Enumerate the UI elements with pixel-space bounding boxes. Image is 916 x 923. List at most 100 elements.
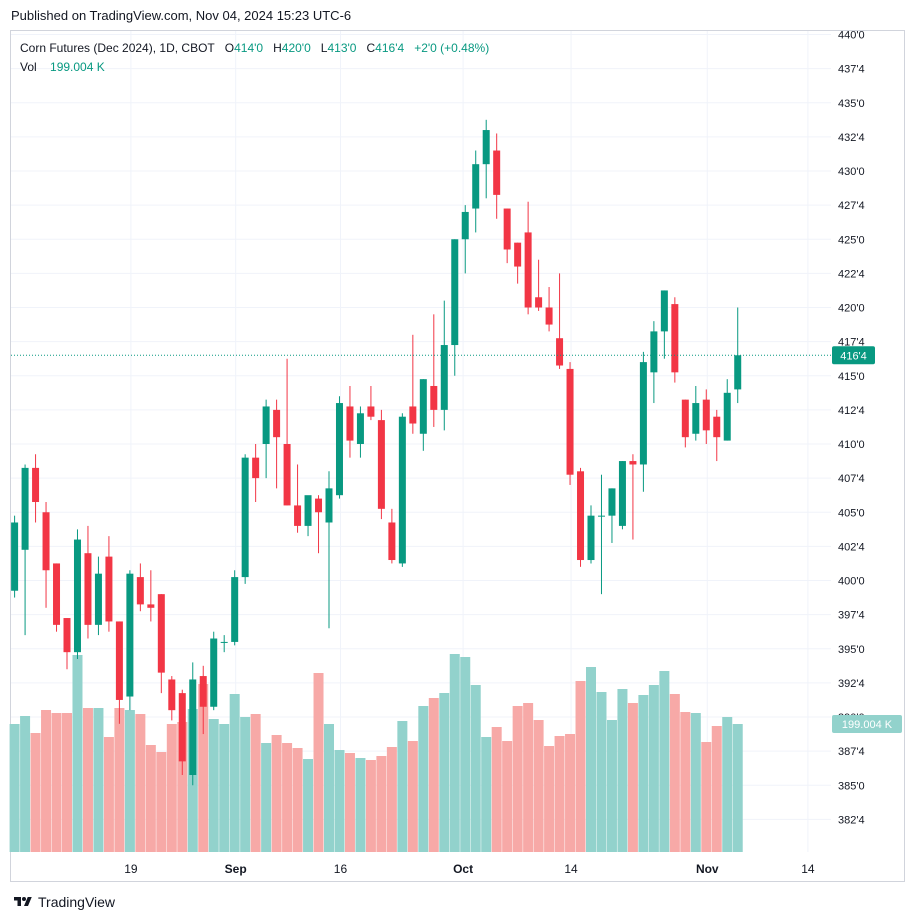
candle-body <box>283 444 291 506</box>
footer-brand-text: TradingView <box>38 894 116 910</box>
candle-body <box>723 392 731 441</box>
candle-body <box>472 164 480 209</box>
volume-bar <box>240 717 251 852</box>
volume-bar <box>271 735 282 852</box>
candle-body <box>73 539 81 653</box>
y-tick-label: 422'4 <box>838 268 865 280</box>
candle-body <box>105 556 113 622</box>
candle-body <box>629 461 637 465</box>
volume-bar <box>124 710 135 852</box>
volume-bar <box>62 713 72 852</box>
candle-body <box>692 403 700 434</box>
candle-body <box>189 679 197 776</box>
volume-bar <box>627 703 638 852</box>
x-tick-label: Nov <box>696 862 719 876</box>
legend-symbol: Corn Futures (Dec 2024), 1D, CBOT <box>20 41 215 55</box>
volume-bar <box>344 753 355 852</box>
candle-body <box>367 406 375 417</box>
candle-body <box>566 368 574 475</box>
candle-body <box>53 563 61 625</box>
volume-bar <box>407 741 418 852</box>
volume-bar <box>103 737 114 852</box>
last-volume-label: 199.004 K <box>842 719 893 731</box>
last-volume-badge <box>832 715 902 733</box>
volume-bar <box>565 734 576 852</box>
tradingview-logo-icon <box>14 897 32 906</box>
candle-body <box>84 553 92 625</box>
y-tick-label: 430'0 <box>838 166 865 178</box>
y-tick-label: 415'0 <box>838 371 865 383</box>
y-tick-label: 392'4 <box>838 678 865 690</box>
footer-brand[interactable]: TradingView <box>12 894 115 910</box>
volume-bar <box>219 724 230 852</box>
volume-bar <box>198 684 209 852</box>
x-tick-label: Oct <box>453 862 473 876</box>
chart-frame <box>10 30 905 882</box>
x-tick-label: 16 <box>334 862 348 876</box>
candle-body <box>346 406 354 441</box>
candle-body <box>545 307 553 325</box>
y-tick-label: 437'4 <box>838 64 865 76</box>
legend-ohlc-row: Corn Futures (Dec 2024), 1D, CBOT O414'0… <box>20 39 489 58</box>
volume-bar <box>20 716 31 852</box>
candle-body <box>377 420 385 509</box>
candle-body <box>430 385 438 410</box>
volume-bar <box>229 694 240 852</box>
price-axis[interactable]: 440'0 437'4 435'0 432'4 430'0 427'4 425'0 422'4… <box>838 30 865 827</box>
candle-body <box>556 338 564 366</box>
y-tick-label: 427'4 <box>838 200 865 212</box>
volume-bar <box>638 695 649 852</box>
volume-bar <box>544 746 555 852</box>
legend-close-value: 416'4 <box>375 41 405 55</box>
y-tick-label: 435'0 <box>838 98 865 110</box>
candle-body <box>639 362 647 465</box>
volume-bar <box>282 743 293 852</box>
published-caption: Published on TradingView.com, Nov 04, 20… <box>11 8 352 23</box>
volume-bar <box>512 706 523 852</box>
legend-high-value: 420'0 <box>281 41 311 55</box>
candle-body <box>535 297 543 308</box>
candle-body <box>94 573 102 625</box>
candle-body <box>262 406 270 444</box>
candle-body <box>21 467 29 550</box>
x-tick-label: Sep <box>225 862 247 876</box>
candle-body <box>168 679 176 711</box>
volume-bar <box>30 733 41 852</box>
candle-body <box>157 594 165 673</box>
legend-volume-row: Vol 199.004 K <box>20 58 489 77</box>
candle-body <box>315 498 323 513</box>
candle-body <box>734 355 742 390</box>
y-tick-label: 412'4 <box>838 405 865 417</box>
candle-body <box>115 621 123 700</box>
volume-bar <box>41 710 52 852</box>
y-tick-label: 425'0 <box>838 234 865 246</box>
volume-bar <box>732 724 743 852</box>
candle-body <box>440 345 448 410</box>
volume-bar <box>313 673 324 852</box>
candle-body <box>42 512 50 571</box>
y-tick-label: 387'4 <box>838 746 865 758</box>
time-axis[interactable]: 19 Sep 16 Oct 14 Nov 14 <box>124 862 815 876</box>
candle-body <box>294 505 302 526</box>
x-tick-label: 14 <box>564 862 578 876</box>
volume-bar <box>145 745 156 852</box>
volume-bar <box>397 721 408 852</box>
volume-bar <box>680 712 691 852</box>
candle-body <box>63 618 71 653</box>
candle-body <box>220 641 228 643</box>
volume-bar <box>376 756 387 852</box>
y-tick-label: 440'0 <box>838 30 865 42</box>
legend-low-value: 413'0 <box>327 41 357 55</box>
candle-body <box>126 573 134 697</box>
candle-body <box>147 604 155 608</box>
volume-bar <box>586 667 596 852</box>
legend-high-label: H <box>273 41 282 55</box>
candle-body <box>11 522 19 591</box>
volume-bar <box>386 747 397 852</box>
volume-bar <box>334 750 345 852</box>
candle-body <box>388 522 396 561</box>
y-tick-label: 395'0 <box>838 644 865 656</box>
volume-bar <box>365 760 376 852</box>
volume-bar <box>449 654 460 852</box>
